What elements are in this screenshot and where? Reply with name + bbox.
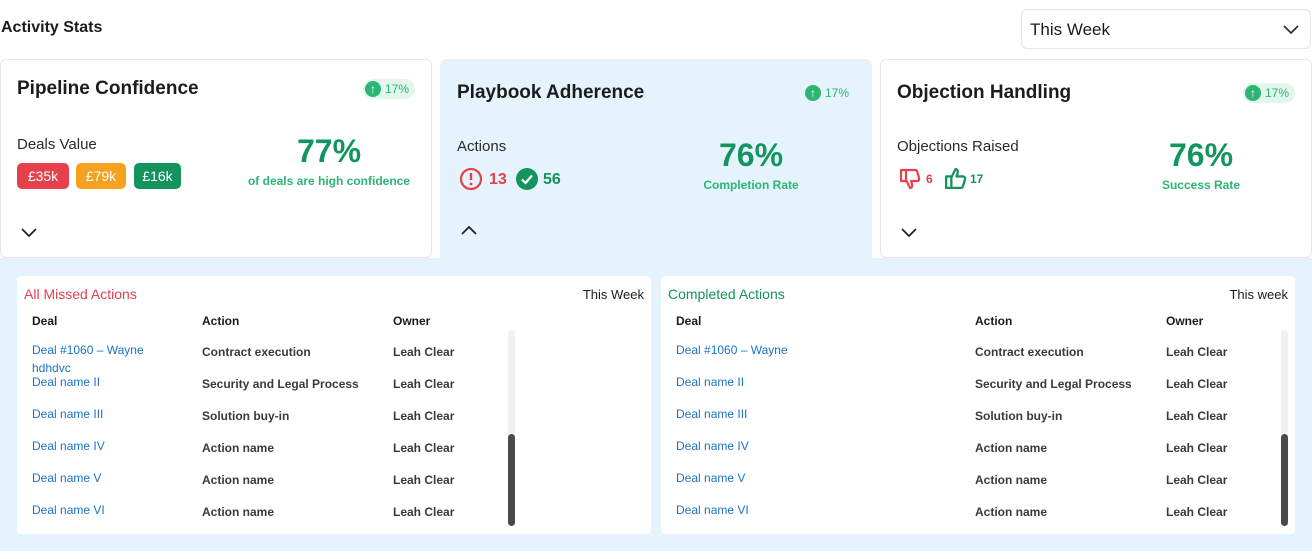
- scrollbar-track[interactable]: [508, 330, 515, 526]
- card-title: Pipeline Confidence: [17, 78, 199, 99]
- col-deal: Deal: [32, 314, 58, 328]
- period-select[interactable]: This Week: [1021, 9, 1311, 49]
- deal-link[interactable]: Deal name IV: [32, 439, 105, 453]
- deal-value-chip: £35k: [17, 163, 69, 189]
- deal-link[interactable]: Deal name V: [676, 471, 746, 485]
- trend-badge: ↑ 17%: [363, 79, 416, 99]
- confidence-caption: of deals are high confidence: [247, 174, 411, 188]
- chevron-up-icon[interactable]: [460, 224, 478, 236]
- owner-cell: Leah Clear: [393, 473, 455, 487]
- objection-handling-card[interactable]: Objection Handling ↑ 17% Objections Raise…: [880, 59, 1312, 258]
- alert-icon: [459, 167, 483, 191]
- page-title: Activity Stats: [1, 19, 103, 36]
- owner-cell: Leah Clear: [393, 345, 455, 359]
- table-period: This week: [1229, 287, 1288, 302]
- deal-value-chip: £16k: [134, 163, 181, 189]
- missed-count: 13: [489, 171, 507, 188]
- card-subtitle: Actions: [457, 138, 507, 155]
- card-title: Objection Handling: [897, 82, 1072, 103]
- arrow-up-icon: ↑: [1245, 85, 1261, 101]
- owner-cell: Leah Clear: [1166, 377, 1228, 391]
- thumbs-down-icon: [899, 168, 921, 190]
- action-cell: Contract execution: [202, 345, 311, 359]
- arrow-up-icon: ↑: [365, 81, 381, 97]
- scrollbar-thumb[interactable]: [1281, 434, 1288, 526]
- card-subtitle: Deals Value: [17, 136, 97, 153]
- pipeline-confidence-card[interactable]: Pipeline Confidence ↑ 17% Deals Value £35…: [0, 59, 432, 258]
- actions-panel: All Missed Actions This Week Deal Action…: [0, 258, 1312, 551]
- deal-link[interactable]: Deal name VI: [676, 503, 749, 517]
- action-cell: Contract execution: [975, 345, 1084, 359]
- col-action: Action: [975, 314, 1013, 328]
- chevron-down-icon[interactable]: [20, 227, 38, 239]
- objection-up-count: 17: [970, 172, 984, 186]
- thumbs-up-icon: [944, 167, 967, 190]
- owner-cell: Leah Clear: [393, 505, 455, 519]
- period-select-value: This Week: [1030, 20, 1110, 39]
- action-cell: Action name: [202, 505, 275, 519]
- trend-badge: ↑ 17%: [1243, 83, 1296, 103]
- deal-link[interactable]: Deal name IV: [676, 439, 749, 453]
- done-count: 56: [543, 171, 561, 188]
- deal-link[interactable]: Deal #1060 – Wayne hdhdvc: [32, 343, 144, 375]
- scrollbar-thumb[interactable]: [508, 434, 515, 526]
- action-cell: Security and Legal Process: [202, 377, 359, 391]
- scrollbar-track[interactable]: [1281, 330, 1288, 526]
- table-period: This Week: [582, 287, 644, 302]
- deal-link[interactable]: Deal name II: [676, 375, 745, 389]
- action-cell: Solution buy-in: [975, 409, 1063, 423]
- col-action: Action: [202, 314, 240, 328]
- table-title: All Missed Actions: [24, 286, 137, 302]
- success-percent: 76%: [1168, 137, 1234, 173]
- deal-link[interactable]: Deal name VI: [32, 503, 105, 517]
- chevron-down-icon[interactable]: [900, 227, 918, 239]
- owner-cell: Leah Clear: [393, 409, 455, 423]
- action-cell: Solution buy-in: [202, 409, 290, 423]
- deal-value-chip: £79k: [76, 163, 126, 189]
- col-deal: Deal: [676, 314, 702, 328]
- owner-cell: Leah Clear: [393, 377, 455, 391]
- col-owner: Owner: [1166, 314, 1204, 328]
- owner-cell: Leah Clear: [1166, 505, 1228, 519]
- deal-link[interactable]: Deal name II: [32, 375, 101, 389]
- deal-link[interactable]: Deal name V: [32, 471, 102, 485]
- arrow-up-icon: ↑: [805, 85, 821, 101]
- playbook-adherence-card[interactable]: Playbook Adherence ↑ 17% Actions 13 56 76…: [440, 59, 872, 265]
- card-subtitle: Objections Raised: [897, 138, 1019, 155]
- check-circle-icon: [516, 168, 538, 190]
- completion-percent: 76%: [718, 137, 784, 173]
- success-caption: Success Rate: [1161, 178, 1241, 192]
- col-owner: Owner: [393, 314, 431, 328]
- action-cell: Action name: [202, 473, 275, 487]
- action-cell: Action name: [202, 441, 275, 455]
- objection-down-count: 6: [926, 172, 933, 186]
- table-title: Completed Actions: [668, 286, 785, 302]
- action-cell: Action name: [975, 441, 1048, 455]
- chevron-down-icon: [1283, 25, 1299, 35]
- owner-cell: Leah Clear: [1166, 441, 1228, 455]
- deal-link[interactable]: Deal name III: [32, 407, 104, 421]
- owner-cell: Leah Clear: [1166, 345, 1228, 359]
- action-cell: Action name: [975, 473, 1048, 487]
- action-cell: Security and Legal Process: [975, 377, 1132, 391]
- deal-link[interactable]: Deal #1060 – Wayne: [676, 343, 788, 357]
- confidence-percent: 77%: [296, 133, 362, 169]
- completion-caption: Completion Rate: [703, 178, 799, 192]
- missed-actions-table: All Missed Actions This Week Deal Action…: [17, 276, 651, 534]
- completed-actions-table: Completed Actions This week Deal Action …: [661, 276, 1295, 534]
- owner-cell: Leah Clear: [1166, 409, 1228, 423]
- owner-cell: Leah Clear: [393, 441, 455, 455]
- action-cell: Action name: [975, 505, 1048, 519]
- card-title: Playbook Adherence: [457, 82, 645, 103]
- deal-link[interactable]: Deal name III: [676, 407, 748, 421]
- owner-cell: Leah Clear: [1166, 473, 1228, 487]
- trend-badge: ↑ 17%: [803, 83, 855, 103]
